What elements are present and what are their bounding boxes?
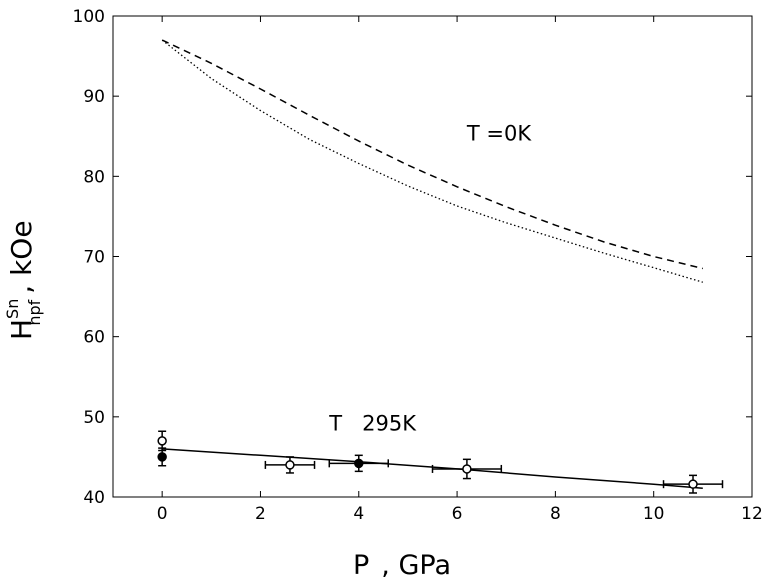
y-axis-title-main: H [5,319,38,340]
y-tick-label: 50 [83,408,105,428]
tick-labels: 0 2 4 6 8 10 12 40 50 60 70 80 90 100 [73,7,763,524]
y-axis-title-sub: hpf [25,299,44,325]
data-point-open [157,436,167,446]
y-tick-label: 90 [83,87,105,107]
x-tick-label: 0 [157,504,168,524]
y-tick-label: 40 [83,488,105,508]
data-point-open [285,460,295,470]
x-tick-label: 6 [452,504,463,524]
series-line-dotted [161,39,703,283]
annotation-label: T 295K [328,411,417,435]
x-tick-label: 8 [550,504,561,524]
x-axis-title-main: P [353,550,369,579]
data-point-open [462,464,472,474]
x-tick-label: 10 [643,504,665,524]
points-layer [157,430,724,494]
series-line-dashed [161,39,703,270]
x-axis-title-unit: , GPa [381,550,451,579]
y-tick-label: 70 [83,248,105,268]
axis-ticks [113,15,753,498]
data-point-open [688,479,698,489]
y-axis-title-unit: , kOe [5,220,38,293]
y-axis-title: HSn hpf , kOe [3,220,44,340]
x-tick-label: 2 [255,504,266,524]
annotations: T =0K T 295K [328,121,532,435]
y-tick-label: 100 [73,7,105,27]
y-tick-label: 80 [83,167,105,187]
annotation-label: T =0K [466,121,532,145]
x-tick-label: 12 [741,504,763,524]
x-axis-title: P , GPa [353,550,451,579]
data-point-filled [157,452,167,462]
data-point-filled [354,458,364,469]
y-axis-title-sup: Sn [3,299,22,319]
x-tick-label: 4 [353,504,364,524]
y-tick-label: 60 [83,328,105,348]
series-layer [161,39,703,489]
